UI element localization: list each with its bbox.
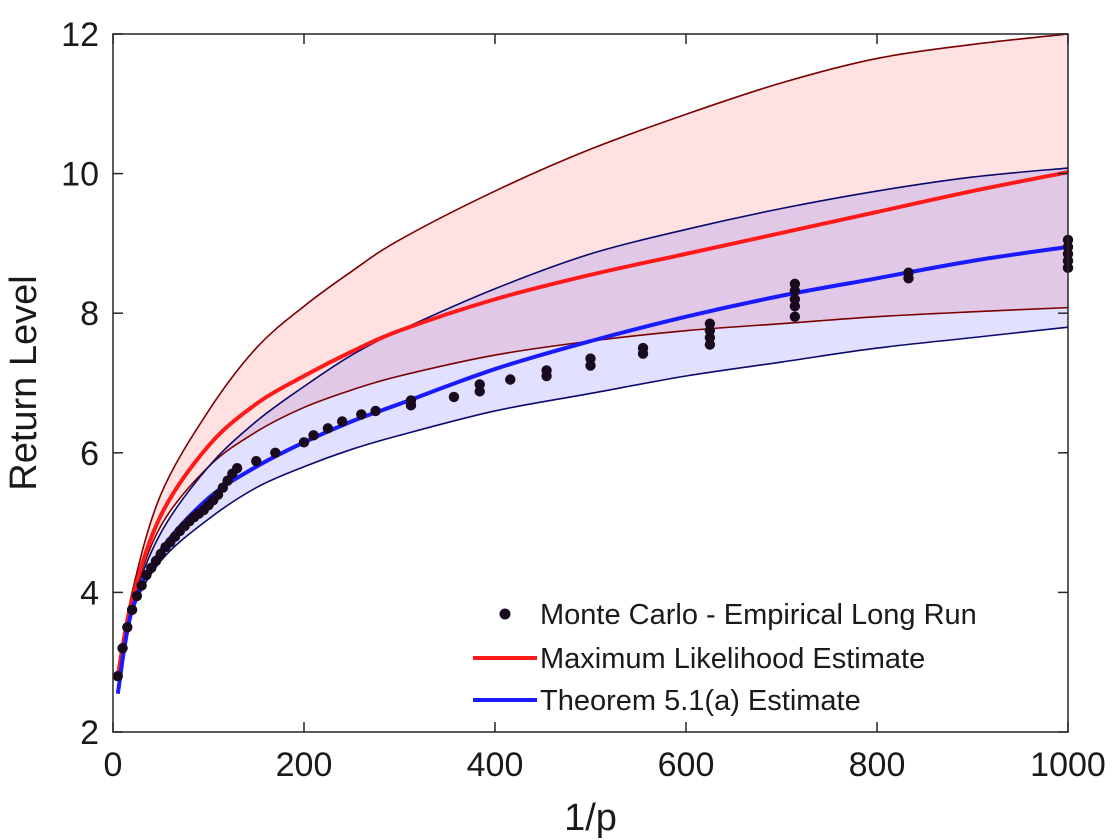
scatter-point [308,430,319,441]
confidence-bands [116,33,1069,694]
x-axis-label: 1/p [564,797,617,839]
scatter-point [448,391,460,403]
plot-area [112,33,1074,694]
series-line-maximum-likelihood-estimate-upper-bound [116,33,1069,677]
axis-ticks [112,33,1069,733]
y-tick-label: 10 [61,156,99,194]
scatter-points [112,234,1074,682]
y-tick-label: 6 [80,435,99,473]
series-line-maximum-likelihood-estimate-lower-bound [116,306,1069,677]
y-tick-label: 12 [61,16,99,54]
scatter-point [789,311,801,322]
scatter-point [231,462,243,474]
scatter-point [126,604,138,616]
scatter-point [541,365,552,376]
scatter-point [251,455,262,467]
legend-label-mle: Maximum Likelihood Estimate [540,643,925,675]
legend-entry-theorem: Theorem 5.1(a) Estimate [473,685,861,717]
scatter-point [131,590,143,602]
scatter-point [337,416,348,427]
scatter-point [112,670,123,682]
band-fill-mle [117,34,1068,677]
y-tick-label: 8 [80,295,99,333]
legend-label-monte-carlo: Monte Carlo - Empirical Long Run [540,599,977,631]
legend-entry-monte-carlo: Monte Carlo - Empirical Long Run [499,599,977,631]
scatter-point [903,267,914,278]
legend-marker-monte-carlo [499,608,511,620]
axes-box [112,33,1069,733]
scatter-point [370,405,381,417]
scatter-point [270,447,281,458]
scatter-point [356,409,367,420]
scatter-point [637,342,649,354]
y-axis-label: Return Level [3,275,45,490]
scatter-point [789,294,801,305]
scatter-point [322,423,334,434]
series-line-theorem-5-1-a-estimate-lower-bound [116,326,1069,694]
x-tick-label: 0 [104,746,123,784]
scatter-point [789,278,801,290]
scatter-point [474,379,485,390]
x-tick-label: 400 [467,746,524,784]
scatter-point [704,318,716,329]
series-line-maximum-likelihood-estimate [115,170,1069,677]
scatter-point [117,643,128,654]
legend: Monte Carlo - Empirical Long Run Maximum… [473,599,977,717]
scatter-point [122,622,133,633]
y-tick-label: 2 [80,714,99,752]
axis-tick-labels: 0 200 400 600 800 1000 2 4 6 8 10 12 [61,16,1106,784]
legend-label-theorem: Theorem 5.1(a) Estimate [540,685,861,717]
scatter-point [585,353,596,364]
scatter-point [136,580,147,591]
scatter-point [505,374,516,385]
x-tick-label: 800 [849,746,906,784]
x-tick-label: 200 [276,746,333,784]
scatter-point [405,395,417,406]
band-fill-theorem [117,168,1068,694]
series-line-theorem-5-1-a-estimate-upper-bound [116,167,1069,694]
x-tick-label: 600 [658,746,715,784]
y-tick-label: 4 [80,574,99,612]
x-tick-label: 1000 [1030,746,1106,784]
scatter-point [298,437,310,448]
legend-entry-mle: Maximum Likelihood Estimate [473,643,925,675]
